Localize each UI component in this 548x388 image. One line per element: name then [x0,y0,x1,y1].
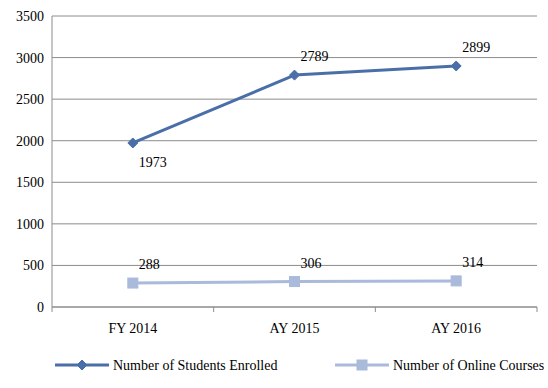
y-tick-label: 3000 [16,51,44,66]
grid-line [52,307,537,308]
y-tick-label: 1500 [16,175,44,190]
point-marker [290,277,300,287]
y-tick-label: 0 [37,300,44,315]
x-tick [213,307,214,312]
chart: 0 500 1000 1500 2000 2500 3000 3500 FY 2014 AY 20… [0,0,548,388]
data-label: 306 [301,256,322,271]
data-label: 2789 [301,49,329,64]
x-tick [52,307,53,312]
x-tick-label: AY 2016 [431,321,481,336]
y-axis [52,16,53,307]
y-tick-label: 1000 [16,217,44,232]
x-axis [52,307,537,308]
grid-line [52,57,537,58]
data-label: 314 [462,255,483,270]
legend: Number of Students Enrolled Number of Onl… [55,358,544,373]
chart-container: 0 500 1000 1500 2000 2500 3000 3500 FY 2014 AY 20… [0,0,548,388]
y-tick-label: 3500 [16,9,44,24]
y-tick-label: 2000 [16,134,44,149]
plot-area [128,61,461,288]
data-labels: 1973 2789 2899 288 306 314 [139,40,490,272]
data-label: 288 [139,257,160,272]
grid-line [52,140,537,141]
legend-label: Number of Students Enrolled [113,358,277,373]
x-tick-label: AY 2015 [270,321,320,336]
data-label: 2899 [462,40,490,55]
legend-marker [77,360,87,370]
data-label: 1973 [139,155,167,170]
grid-line [52,99,537,100]
grid-line [52,223,537,224]
grid-line [52,16,537,17]
legend-label: Number of Online Courses [393,358,544,373]
point-marker [451,61,461,71]
legend-marker [357,360,367,370]
point-marker [128,138,138,148]
point-marker [451,276,461,286]
x-tick-label: FY 2014 [108,321,157,336]
y-tick-label: 2500 [16,92,44,107]
grid-line [52,182,537,183]
y-tick-label: 500 [23,258,44,273]
point-marker [290,70,300,80]
point-marker [128,278,138,288]
series-line [133,66,456,143]
x-tick [375,307,376,312]
x-tick [537,307,538,312]
